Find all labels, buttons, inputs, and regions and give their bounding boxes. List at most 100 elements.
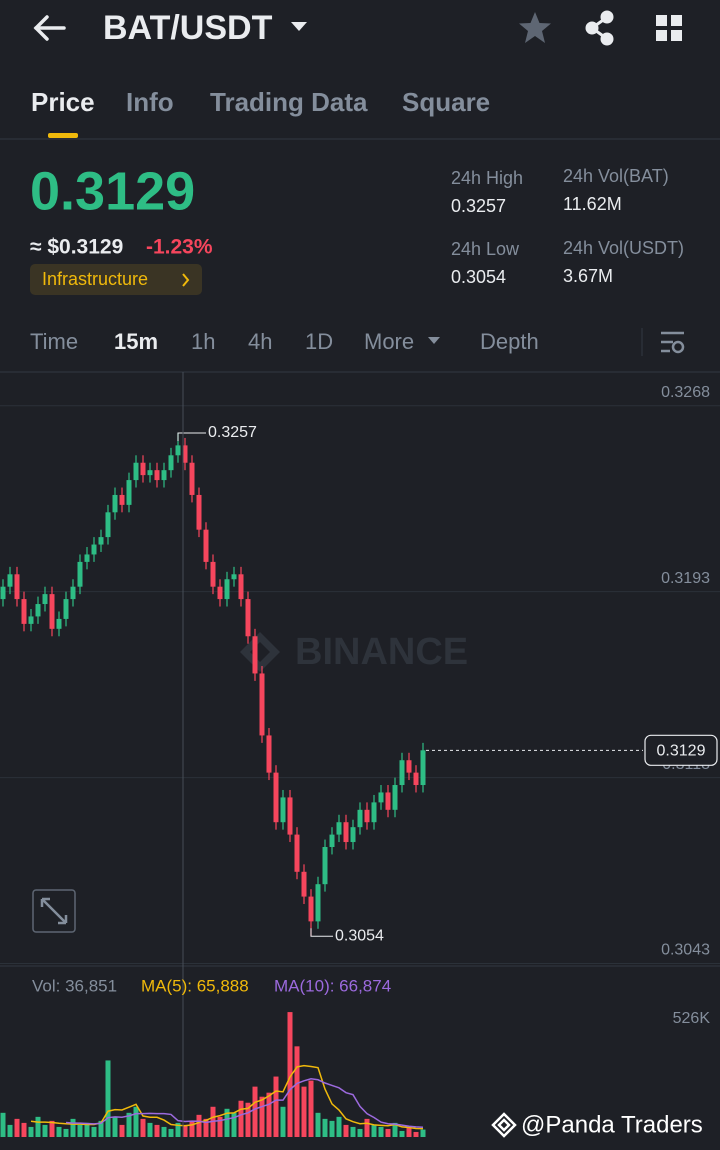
y-tick-label: 0.3193 — [661, 570, 710, 587]
candle-body — [189, 462, 195, 495]
volume-bar — [63, 1128, 69, 1137]
volume-bar — [77, 1124, 83, 1137]
volume-bar — [0, 1112, 6, 1137]
candle-body — [14, 574, 20, 600]
volume-bar — [98, 1120, 104, 1137]
volume-bar — [217, 1116, 223, 1137]
volume-bar — [364, 1118, 370, 1137]
low-marker — [310, 928, 333, 937]
tab[interactable]: Price — [31, 87, 95, 117]
volume-bar — [84, 1122, 90, 1137]
candle-body — [70, 586, 76, 600]
candle-body — [371, 802, 377, 823]
volume-bar — [126, 1112, 132, 1137]
volume-bar — [420, 1129, 426, 1137]
interval[interactable]: 15m — [114, 329, 158, 354]
expand-button[interactable] — [32, 889, 76, 933]
volume-bar — [70, 1118, 76, 1137]
high-label: 0.3257 — [208, 424, 257, 441]
volume-bar — [399, 1130, 405, 1137]
interval[interactable]: More — [364, 329, 414, 354]
fiat-price: ≈ $0.3129 — [30, 236, 123, 259]
candle-body — [231, 574, 237, 580]
volume-bar — [35, 1116, 41, 1137]
volume-bar — [7, 1124, 13, 1137]
source-watermark: @Panda Traders — [521, 1111, 703, 1138]
interval[interactable]: 1D — [305, 329, 333, 354]
volume-bar — [224, 1108, 230, 1137]
volume-bar — [140, 1118, 146, 1137]
volume-bar — [231, 1112, 237, 1137]
volume-bar — [406, 1127, 412, 1137]
volume-bar — [133, 1106, 139, 1137]
interval[interactable]: Time — [30, 329, 78, 354]
stat-value: 11.62M — [563, 194, 622, 214]
stat-value: 0.3257 — [451, 196, 506, 216]
candle-body — [273, 772, 279, 823]
candle-body — [7, 574, 13, 587]
candle-body — [224, 579, 230, 600]
candle-body — [133, 462, 139, 481]
volume-bar — [105, 1060, 111, 1137]
price-change: -1.23% — [146, 236, 213, 259]
tag-label[interactable]: Infrastructure — [42, 269, 148, 289]
candle-body — [203, 529, 209, 562]
candle-body — [336, 822, 342, 835]
volume-bar — [147, 1122, 153, 1137]
current-price-box — [644, 734, 718, 766]
candle-body — [63, 599, 69, 619]
back-button[interactable] — [33, 15, 66, 41]
favorite-icon[interactable] — [519, 12, 551, 43]
stat-label: 24h Low — [451, 239, 520, 259]
volume-bar — [378, 1126, 384, 1137]
last-price: 0.3129 — [30, 161, 195, 221]
candle-body — [259, 673, 265, 736]
candle-body — [112, 494, 118, 513]
candle-body — [28, 616, 34, 624]
volume-tick-label: 526K — [673, 1010, 711, 1027]
candle-body — [322, 847, 328, 885]
candle-body — [329, 834, 335, 847]
pair-dropdown[interactable] — [291, 22, 307, 31]
volume-bar — [252, 1086, 258, 1137]
tag-chip[interactable] — [30, 264, 202, 295]
candle-body — [385, 792, 391, 810]
volume-bar — [238, 1100, 244, 1137]
volume-bar — [28, 1126, 34, 1137]
volume-bar — [112, 1116, 118, 1137]
share-icon[interactable] — [585, 10, 614, 46]
interval[interactable]: 1h — [191, 329, 215, 354]
candle-body — [140, 462, 146, 476]
plot: 0.30430.31180.31930.3268526K0.32570.3054… — [0, 384, 720, 1137]
candle-body — [280, 797, 286, 823]
volume-bar — [413, 1131, 419, 1137]
candle-body — [217, 586, 223, 600]
candle-body — [315, 884, 321, 922]
volume-bar — [357, 1128, 363, 1137]
grid-icon[interactable] — [656, 15, 682, 41]
interval[interactable]: 4h — [248, 329, 272, 354]
volume-bar — [154, 1124, 160, 1137]
volume-bar — [329, 1120, 335, 1137]
candle-body — [119, 494, 125, 505]
stat-value: 3.67M — [563, 266, 613, 286]
tab[interactable]: Info — [126, 87, 174, 117]
tab-indicator — [48, 133, 78, 138]
pair-title[interactable]: BAT/USDT — [103, 9, 273, 47]
tab[interactable]: Trading Data — [210, 87, 368, 117]
watermark-icon — [491, 1112, 517, 1138]
volume-bar — [315, 1112, 321, 1137]
candle-body — [301, 871, 307, 897]
stat-label: 24h Vol(USDT) — [563, 238, 684, 258]
volume-bar — [371, 1124, 377, 1137]
settings-icon[interactable] — [661, 331, 685, 354]
candle-body — [182, 445, 188, 463]
candle-body — [399, 760, 405, 786]
volume-bar — [280, 1106, 286, 1137]
volume-bar — [385, 1128, 391, 1137]
interval[interactable]: Depth — [480, 329, 539, 354]
volume-bar — [287, 1012, 293, 1137]
volume-bar — [273, 1076, 279, 1137]
tab[interactable]: Square — [402, 87, 490, 117]
